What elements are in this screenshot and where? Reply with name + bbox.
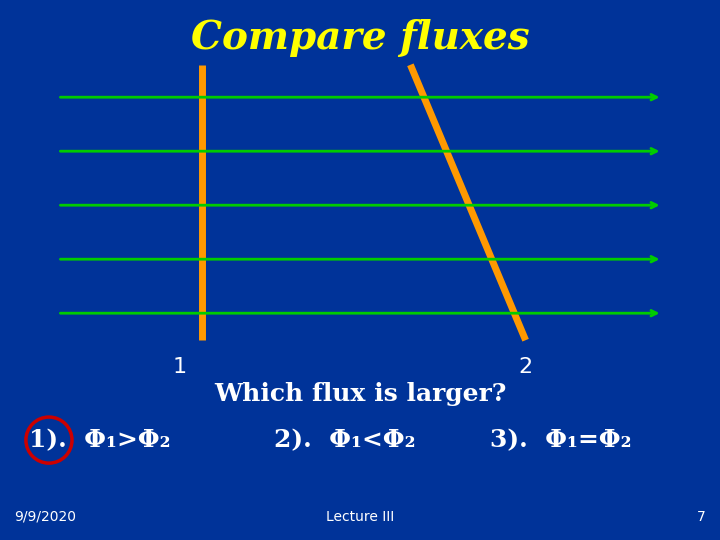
Text: 9/9/2020: 9/9/2020 — [14, 510, 76, 524]
Text: 3).  Φ₁=Φ₂: 3). Φ₁=Φ₂ — [490, 428, 631, 452]
Text: Which flux is larger?: Which flux is larger? — [214, 382, 506, 406]
Text: 2: 2 — [518, 357, 533, 377]
Text: 1: 1 — [173, 357, 187, 377]
Text: Compare fluxes: Compare fluxes — [191, 19, 529, 57]
Text: 2).  Φ₁<Φ₂: 2). Φ₁<Φ₂ — [274, 428, 415, 452]
Text: Lecture III: Lecture III — [326, 510, 394, 524]
Text: 7: 7 — [697, 510, 706, 524]
Text: 1).  Φ₁>Φ₂: 1). Φ₁>Φ₂ — [29, 428, 171, 452]
